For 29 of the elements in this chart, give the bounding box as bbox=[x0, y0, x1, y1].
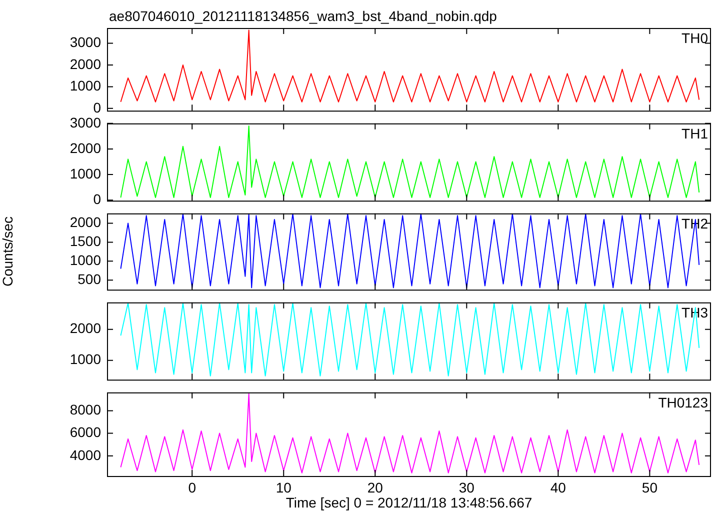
x-tick-label: 0 bbox=[188, 479, 196, 496]
y-tick-label: 1000 bbox=[70, 78, 102, 94]
y-tick-label: 1500 bbox=[70, 233, 102, 250]
y-tick-label: 4000 bbox=[70, 446, 102, 463]
x-tick-label: 50 bbox=[642, 479, 658, 496]
y-tick-label: 6000 bbox=[70, 424, 102, 440]
y-tick-label: 2000 bbox=[70, 140, 102, 156]
series-label: TH0123 bbox=[658, 394, 708, 410]
y-tick-label: 0 bbox=[93, 99, 102, 116]
y-tick-label: 1000 bbox=[70, 165, 102, 182]
x-tick-label: 40 bbox=[550, 479, 566, 496]
y-tick-label: 0 bbox=[93, 190, 102, 207]
y-tick-label: 2000 bbox=[70, 320, 102, 336]
x-tick-label: 10 bbox=[276, 479, 292, 496]
y-tick-label: 2000 bbox=[70, 214, 102, 230]
chart-title: ae807046010_20121118134856_wam3_bst_4band_nobin.qdp bbox=[109, 8, 498, 24]
text: TH0 bbox=[682, 30, 708, 46]
y-tick-label: 3000 bbox=[70, 34, 102, 50]
y-tick-label: 1000 bbox=[70, 351, 102, 368]
y-tick-label: 2000 bbox=[70, 56, 102, 72]
y-axis-title: Counts/sec bbox=[0, 216, 16, 287]
x-axis-title: Time [sec] 0 = 2012/11/18 13:48:56.667 bbox=[286, 494, 532, 510]
y-tick-label: 8000 bbox=[70, 402, 102, 418]
y-tick-label: 1000 bbox=[70, 252, 102, 268]
y-tick-label: 3000 bbox=[70, 114, 102, 130]
y-tick-label: 500 bbox=[78, 270, 102, 287]
x-tick-label: 30 bbox=[458, 479, 475, 496]
x-tick-label: 20 bbox=[367, 479, 384, 496]
series-label: TH1 bbox=[682, 125, 708, 142]
